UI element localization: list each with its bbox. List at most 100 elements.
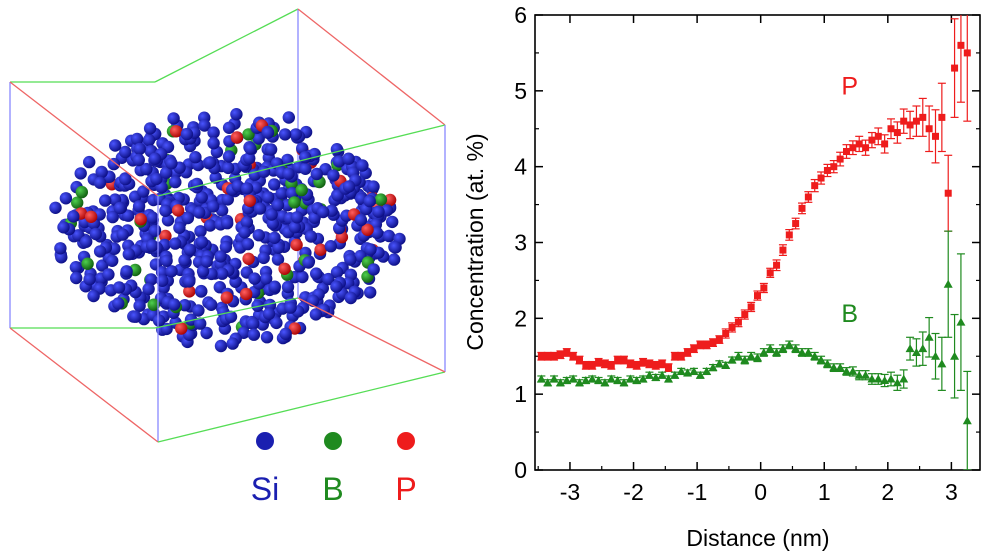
data-point [849,144,857,152]
atom [253,202,267,215]
data-point [867,374,877,383]
data-point [956,317,966,326]
atom [178,254,191,267]
atom [214,250,227,263]
atom [106,254,119,267]
atom [194,317,207,330]
atom [238,226,251,239]
data-point [536,374,546,383]
data-point [665,364,672,372]
atom [133,299,146,312]
atom [112,297,125,310]
data-point [709,339,717,347]
atom [230,131,244,144]
data-point [676,366,686,375]
y-tick-label: 3 [514,230,527,256]
atom [243,194,256,207]
data-point [784,340,794,349]
data-point [886,374,896,383]
atom [327,169,340,182]
atom [281,280,295,294]
atom [122,248,135,261]
atom [207,137,220,150]
data-point [625,374,635,383]
atom [130,132,144,146]
atom [99,194,112,207]
atom [342,180,356,193]
atom [159,229,172,243]
atom [161,214,175,227]
data-point [765,344,775,353]
data-point [778,344,788,353]
atom [221,193,234,206]
atom [317,205,330,219]
atom [195,191,208,204]
atom [180,127,194,141]
atom [220,291,233,304]
atom [260,272,273,285]
data-point [708,363,718,372]
atom [364,286,377,299]
atom [279,327,292,340]
atom [83,155,96,169]
atom [372,205,385,218]
data-point [938,113,946,121]
atom [240,287,253,301]
data-point [836,155,844,163]
atom [93,176,107,189]
atom [194,225,207,238]
data-point [759,347,769,356]
series-annotation: B [841,300,858,328]
atom [84,210,98,223]
atom [95,165,108,179]
atom [244,142,257,155]
data-point [911,347,921,356]
data-point [600,378,610,387]
atom [257,251,270,265]
data-point [575,378,584,387]
data-point [626,360,634,368]
atom [70,271,83,285]
atom [288,221,302,234]
data-point [842,366,851,375]
data-point [791,344,801,353]
atom [216,267,229,280]
atom [260,331,274,344]
data-point [587,374,597,383]
atom [145,273,158,286]
data-point [651,372,661,381]
data-point [555,378,565,387]
data-point [912,117,920,125]
data-point [741,311,749,319]
data-point [645,360,653,368]
data-point [639,358,647,366]
data-point [702,366,712,375]
data-point [830,163,838,171]
atom [295,183,308,197]
data-point [601,360,609,368]
atom [310,267,323,280]
atom [226,337,239,350]
data-point [772,347,782,356]
data-point [728,323,736,331]
atom [106,210,119,224]
atom [265,208,278,221]
data-point [803,347,813,356]
legend-label-p: P [395,471,416,507]
atom [167,112,180,125]
y-tick-label: 1 [514,381,527,407]
atom [165,265,178,278]
atom [383,193,397,207]
y-tick-label: 2 [514,305,527,331]
atom [102,268,115,281]
atom [155,266,169,279]
atom [288,322,301,335]
atom [230,108,243,121]
data-point [925,125,933,133]
atom [262,307,276,320]
atom [382,229,396,243]
data-point [957,41,965,49]
box-edge [9,81,159,197]
box-edge [154,8,299,83]
atom [270,316,283,330]
